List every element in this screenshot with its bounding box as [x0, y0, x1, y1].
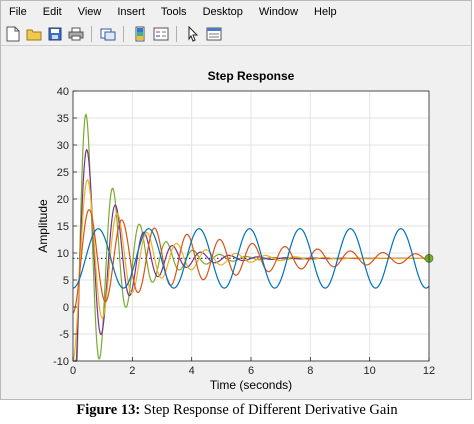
menu-tools[interactable]: Tools: [160, 6, 187, 18]
x-tick-label: 4: [189, 365, 195, 377]
save-icon[interactable]: [46, 25, 64, 43]
y-tick-label: 40: [57, 86, 69, 98]
x-tick-label: 2: [129, 365, 135, 377]
menu-insert[interactable]: Insert: [117, 6, 145, 18]
menu-file[interactable]: File: [9, 6, 27, 18]
x-tick-label: 0: [70, 365, 76, 377]
y-tick-label: 30: [57, 140, 69, 152]
x-axis-label: Time (seconds): [210, 378, 292, 392]
new-figure-icon[interactable]: [4, 25, 22, 43]
toolbar: [1, 23, 471, 46]
y-tick-label: -10: [53, 356, 69, 368]
y-tick-label: 35: [57, 113, 69, 125]
x-tick-label: 8: [307, 365, 313, 377]
open-file-icon[interactable]: [25, 25, 43, 43]
insert-legend-icon[interactable]: [152, 25, 170, 43]
insert-colorbar-icon[interactable]: [131, 25, 149, 43]
menu-view[interactable]: View: [77, 6, 102, 18]
y-tick-label: 25: [57, 167, 69, 179]
toolbar-separator: [91, 26, 92, 42]
chart-title: Step Response: [208, 69, 295, 83]
figure-window: File Edit View Insert Tools Desktop Wind…: [0, 0, 472, 400]
edit-plot-icon[interactable]: [184, 25, 202, 43]
x-tick-label: 10: [364, 365, 376, 377]
menu-window[interactable]: Window: [258, 6, 299, 18]
toolbar-separator: [123, 26, 124, 42]
y-tick-label: 5: [63, 275, 69, 287]
toolbar-separator: [176, 26, 177, 42]
menu-desktop[interactable]: Desktop: [202, 6, 243, 18]
menu-help[interactable]: Help: [314, 6, 337, 18]
menu-bar: File Edit View Insert Tools Desktop Wind…: [1, 1, 471, 23]
y-tick-label: -5: [59, 329, 69, 341]
y-tick-label: 10: [57, 248, 69, 260]
y-axis-label: Amplitude: [36, 199, 50, 253]
figure-caption: Figure 13: Step Response of Different De…: [0, 402, 474, 419]
x-tick-label: 12: [423, 365, 435, 377]
response-series-line-5: [72, 228, 430, 289]
y-tick-label: 20: [57, 194, 69, 206]
property-inspector-icon[interactable]: [205, 25, 223, 43]
link-plot-icon[interactable]: [99, 25, 117, 43]
response-series-line-3: [72, 179, 429, 362]
caption-label: Figure 13:: [76, 402, 141, 418]
step-response-plot[interactable]: 0 2 4 6 8 10 12 -10 -5 0 5 10 15 20 25 30 35 40 Step Respo…: [1, 46, 472, 400]
figure-canvas: 0 2 4 6 8 10 12 -10 -5 0 5 10 15 20 25 30 35 40 Step Respo…: [1, 46, 472, 400]
print-icon[interactable]: [67, 25, 85, 43]
caption-text: Step Response of Different Derivative Ga…: [140, 402, 398, 418]
x-tick-label: 6: [248, 365, 254, 377]
y-tick-label: 15: [57, 221, 69, 233]
y-tick-label: 0: [63, 302, 69, 314]
menu-edit[interactable]: Edit: [42, 6, 62, 18]
